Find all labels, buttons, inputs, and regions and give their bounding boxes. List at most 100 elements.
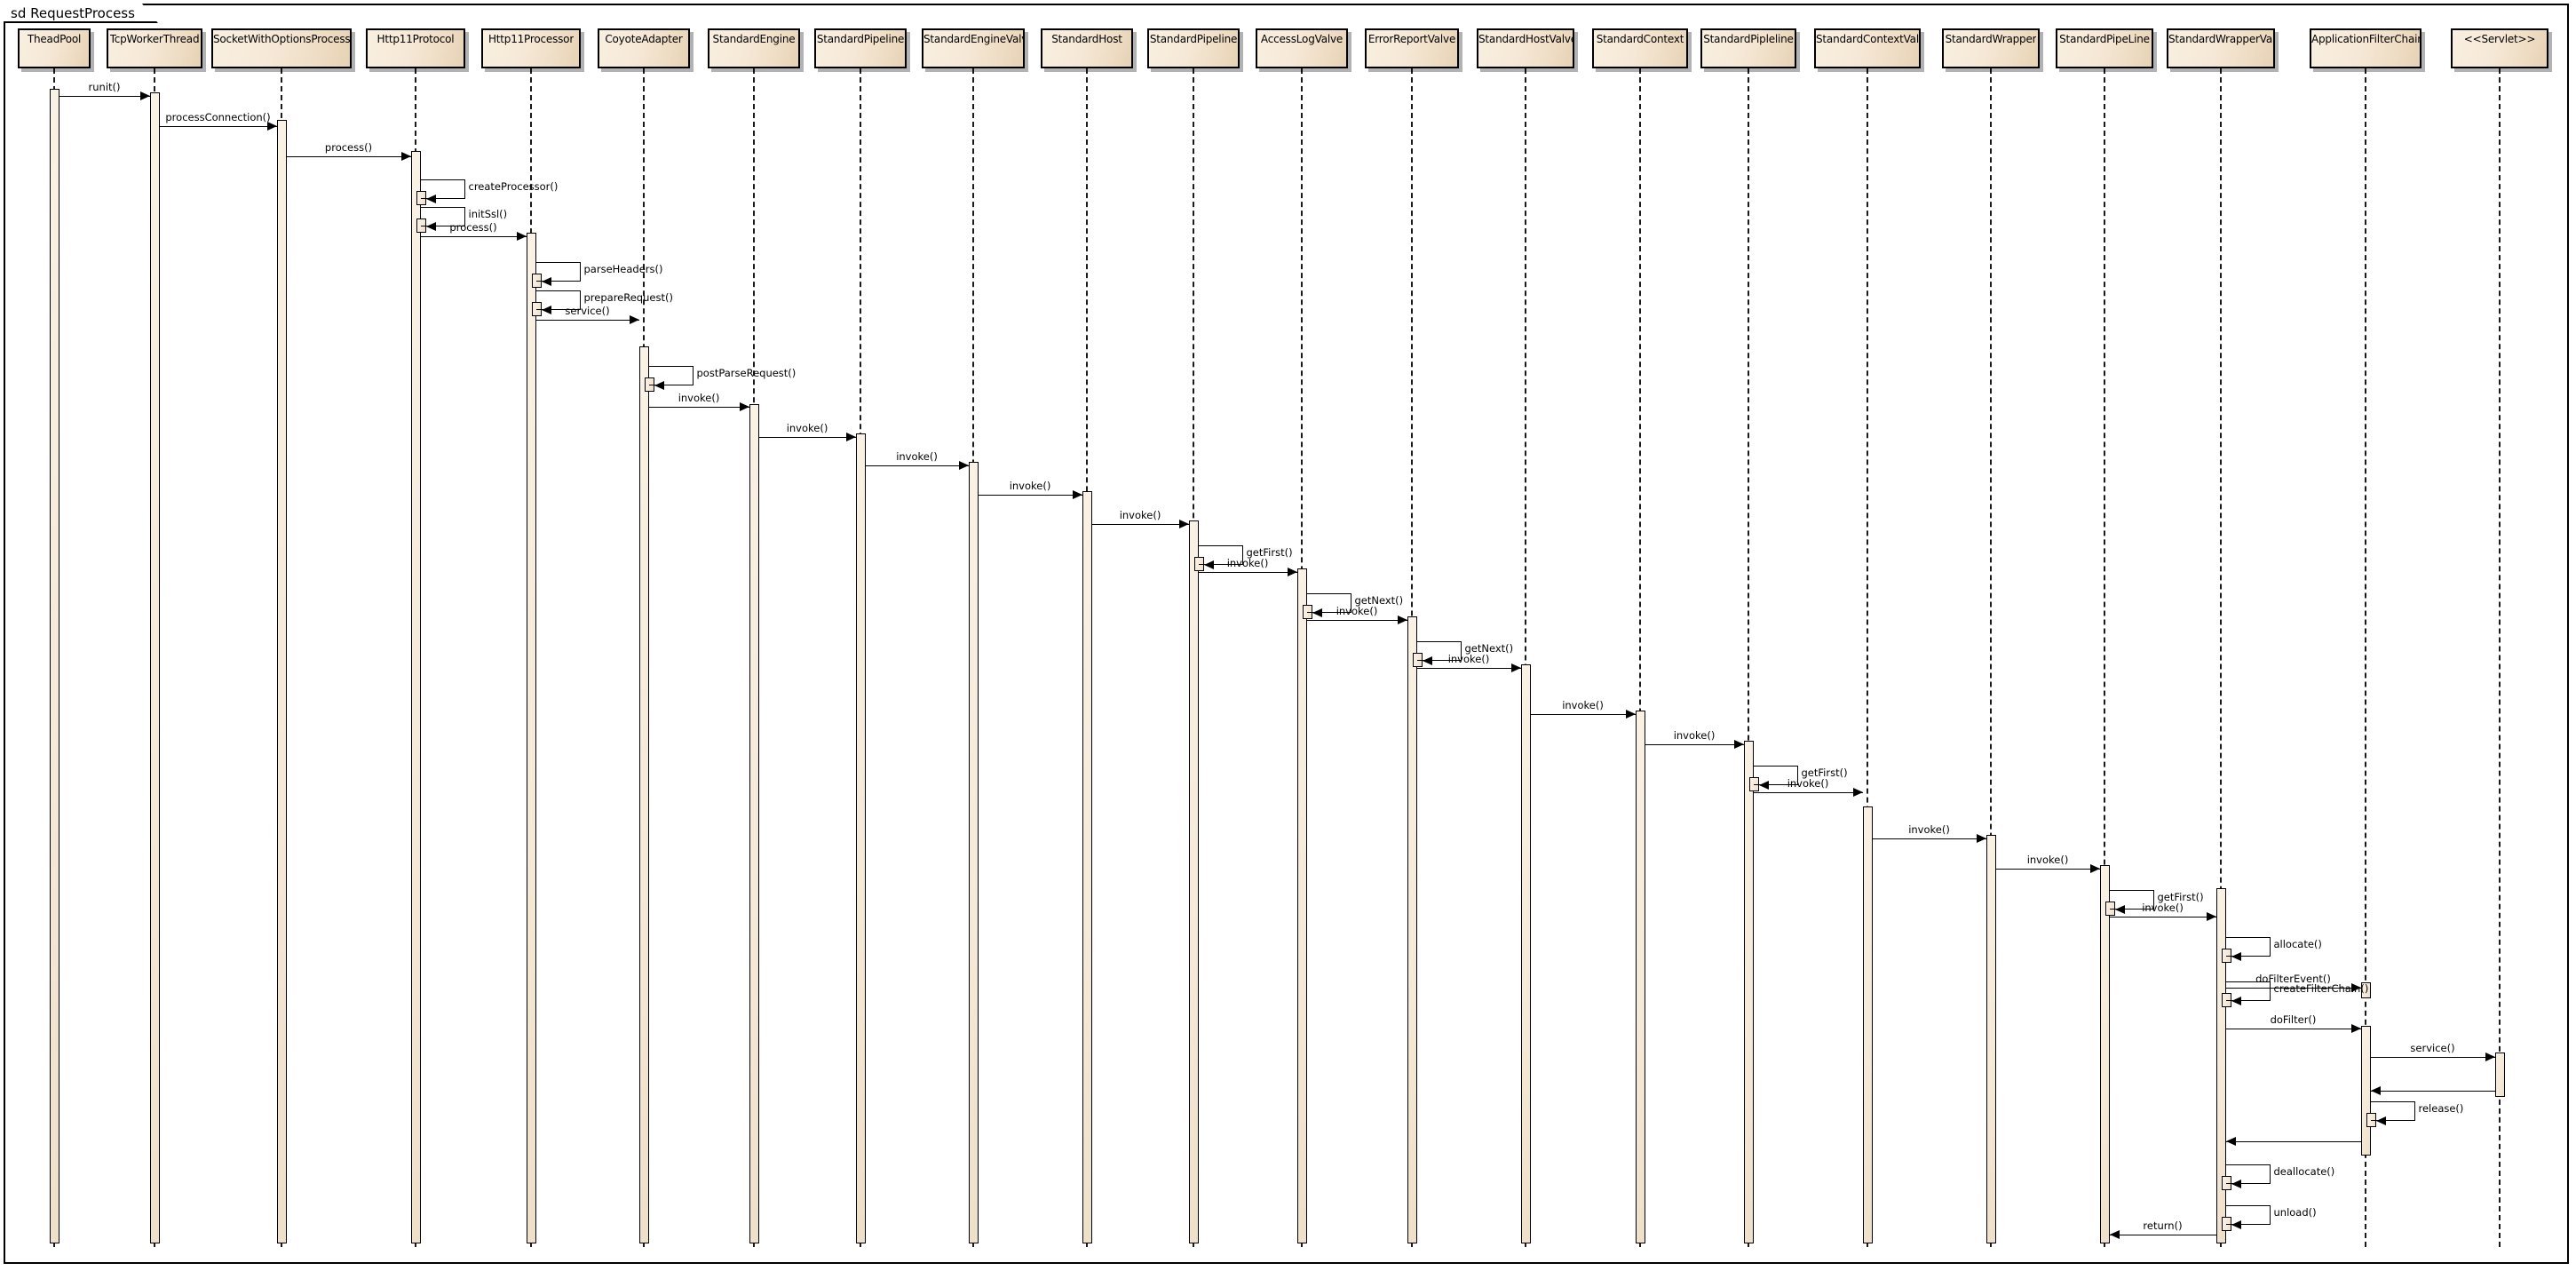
arrowhead-m14: [1072, 490, 1082, 499]
message-label-m26: invoke(): [1908, 823, 1950, 836]
lifeline-head-standardenginevalve[interactable]: StandardEngineValve: [922, 28, 1025, 68]
arrowhead-m38: [2231, 1180, 2241, 1188]
lifeline-head-http11processor[interactable]: Http11Processor: [481, 28, 581, 68]
message-label-m24: getFirst(): [1801, 767, 1848, 779]
arrowhead-m15: [1178, 520, 1189, 528]
message-line-m11: [648, 407, 749, 408]
self-call-m8: [535, 290, 581, 310]
arrowhead-m8: [541, 306, 551, 314]
lifeline-label: StandardWrapperValve: [2168, 33, 2273, 45]
activation-bar-applicationfilterchain: [2360, 982, 2371, 998]
arrowhead-m27: [2089, 864, 2100, 873]
lifeline-head-standardwrapper[interactable]: StandardWrapper: [1942, 28, 2040, 68]
message-line-m15: [1091, 524, 1189, 525]
message-label-m25: invoke(): [1787, 777, 1829, 790]
lifeline-head-tcpworkerthread[interactable]: TcpWorkerThread: [107, 28, 202, 68]
activation-bar-threadpool: [49, 89, 59, 1243]
message-label-m9: service(): [565, 305, 610, 317]
lifeline-head-standardcontextvalve[interactable]: StandardContextValve: [1814, 28, 1921, 68]
self-call-m20: [1416, 641, 1462, 661]
arrowhead-m17: [1287, 568, 1297, 576]
lifeline-standardhostvalve: [1525, 68, 1526, 1247]
arrowhead-m9: [629, 315, 639, 324]
message-label-m12: invoke(): [786, 422, 828, 434]
message-label-m34: service(): [2410, 1042, 2455, 1054]
activation-bar-standardhostvalve: [1520, 664, 1531, 1243]
message-line-m37: [2225, 1141, 2361, 1142]
lifeline-standardcontext: [1639, 68, 1641, 1247]
lifeline-label: StandardEngine: [712, 33, 796, 45]
arrowhead-m40: [2109, 1230, 2120, 1239]
self-call-m28: [2109, 890, 2154, 910]
arrowhead-m12: [845, 433, 856, 441]
message-label-m10: postParseRequest(): [696, 367, 797, 379]
lifeline-head-standardpipeline1[interactable]: StandardPipeline: [814, 28, 907, 68]
lifeline-standardwrappervalve: [2220, 68, 2222, 1247]
lifeline-label: AccessLogValve: [1260, 33, 1343, 45]
lifeline-label: StandardEngineValve: [923, 33, 1023, 45]
lifeline-head-coyoteadapter[interactable]: CoyoteAdapter: [598, 28, 690, 68]
lifeline-head-socketwithoptionsproc[interactable]: SocketWithOptionsProcessor: [211, 28, 352, 68]
message-label-m27: invoke(): [2026, 854, 2069, 866]
lifeline-label: CoyoteAdapter: [605, 33, 683, 45]
message-line-m23: [1645, 744, 1744, 745]
lifeline-head-accesslogvalve[interactable]: AccessLogValve: [1256, 28, 1348, 68]
message-label-m30: allocate(): [2273, 938, 2322, 950]
activation-bar-socketwithoptionsproc: [276, 120, 287, 1243]
message-label-m39: unload(): [2273, 1206, 2317, 1219]
arrowhead-m13: [958, 461, 969, 470]
lifeline-head-threadpool[interactable]: TheadPool: [18, 28, 91, 68]
lifeline-head-errorreportvalve[interactable]: ErrorReportValve: [1365, 28, 1459, 68]
message-label-m4: createProcessor(): [468, 180, 559, 193]
message-label-m8: prepareRequest(): [583, 291, 673, 304]
lifeline-head-standardhostvalve[interactable]: StandardHostValve: [1477, 28, 1574, 68]
lifeline-head-servlet[interactable]: <<Servlet>>: [2451, 28, 2548, 68]
message-label-m1: runit(): [88, 81, 121, 93]
activation-bar-http11processor: [526, 233, 536, 1243]
message-label-m2: processConnection(): [165, 111, 271, 123]
lifeline-head-http11protocol[interactable]: Http11Protocol: [366, 28, 465, 68]
arrowhead-m34: [2485, 1053, 2495, 1061]
message-label-m17: invoke(): [1226, 557, 1269, 569]
lifeline-label: StandardPipeline: [1149, 33, 1238, 45]
activation-bar-standardpipeline4: [2099, 865, 2110, 1243]
message-line-m27: [1995, 869, 2100, 870]
message-line-m3: [286, 156, 411, 157]
arrowhead-m39: [2231, 1220, 2241, 1229]
message-label-m29: invoke(): [2142, 902, 2184, 914]
arrowhead-m23: [1733, 740, 1744, 749]
arrowhead-m19: [1397, 616, 1407, 624]
activation-bar-standardpipeline2: [1188, 520, 1199, 1243]
lifeline-standardwrapper: [1990, 68, 1992, 1247]
lifeline-standardpipeline4: [2104, 68, 2105, 1247]
lifeline-label: StandardHost: [1051, 33, 1122, 45]
lifeline-standardpipleline3: [1748, 68, 1749, 1247]
lifeline-head-standardpipeline4[interactable]: StandardPipeLine: [2056, 28, 2153, 68]
lifeline-head-standardengine[interactable]: StandardEngine: [708, 28, 800, 68]
lifeline-head-standardpipleline3[interactable]: StandardPipleline: [1700, 28, 1796, 68]
self-call-m10: [648, 366, 694, 385]
lifeline-label: ApplicationFilterChain: [2311, 33, 2420, 45]
arrowhead-m7: [541, 277, 551, 286]
lifeline-head-standardcontext[interactable]: StandardContext: [1592, 28, 1688, 68]
self-call-m36: [2370, 1101, 2415, 1121]
message-line-m9: [535, 320, 639, 321]
message-label-m7: parseHeaders(): [583, 263, 663, 275]
arrowhead-m1: [139, 91, 150, 100]
self-call-m4: [420, 179, 465, 199]
lifeline-head-standardpipeline2[interactable]: StandardPipeline: [1147, 28, 1240, 68]
activation-bar-accesslogvalve: [1296, 568, 1307, 1243]
activation-bar-standardenginevalve: [968, 462, 979, 1243]
arrowhead-m21: [1510, 663, 1521, 672]
message-label-m13: invoke(): [896, 450, 938, 463]
lifeline-head-standardwrappervalve[interactable]: StandardWrapperValve: [2167, 28, 2275, 68]
message-label-m40: return(): [2143, 1219, 2183, 1232]
message-label-m6: process(): [449, 221, 497, 234]
activation-bar-applicationfilterchain: [2360, 1026, 2371, 1156]
lifeline-label: Http11Protocol: [376, 33, 455, 45]
activation-bar-servlet: [2494, 1053, 2505, 1097]
lifeline-head-applicationfilterchain[interactable]: ApplicationFilterChain: [2310, 28, 2421, 68]
message-line-m17: [1198, 572, 1297, 573]
sequence-frame: [4, 4, 2569, 1264]
lifeline-head-standardhost[interactable]: StandardHost: [1041, 28, 1133, 68]
